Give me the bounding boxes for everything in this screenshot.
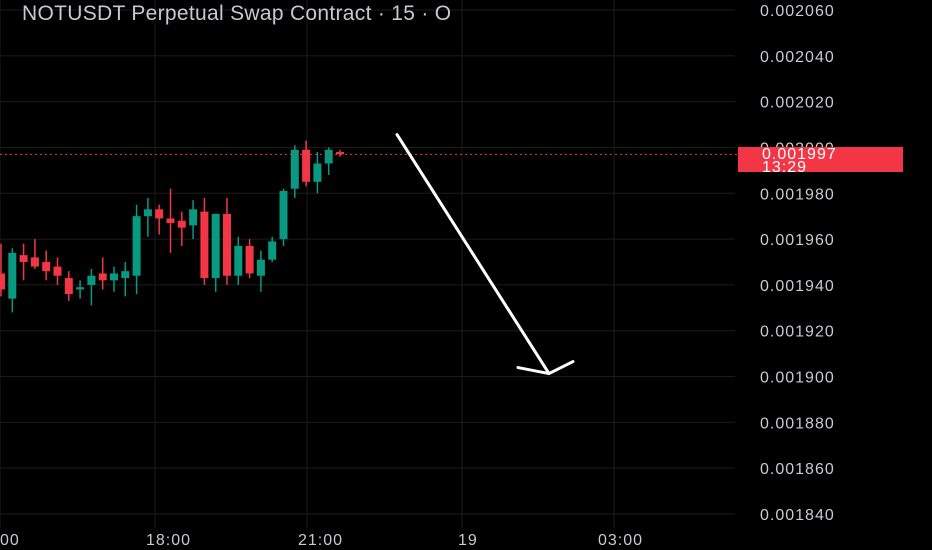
- candle: [155, 204, 164, 235]
- candle: [143, 197, 152, 237]
- last-price-value: 0.001997: [762, 146, 837, 163]
- candle: [336, 149, 344, 157]
- candle-body: [42, 262, 51, 272]
- candle-body: [268, 241, 277, 260]
- x-tick-label: 19: [458, 532, 478, 549]
- arrow-shaft: [395, 133, 551, 376]
- x-axis: 00 18:00 21:00 19 03:00: [0, 532, 643, 549]
- candle-body: [256, 259, 265, 276]
- y-tick-label: 0.001860: [760, 461, 835, 478]
- candle-body: [98, 273, 107, 281]
- candle: [245, 239, 254, 279]
- candle: [313, 152, 322, 194]
- candle: [76, 280, 85, 299]
- y-tick-label: 0.002060: [760, 3, 835, 20]
- candle: [223, 197, 231, 285]
- candle: [121, 262, 130, 297]
- arrow-head: [516, 360, 575, 376]
- candle: [0, 243, 5, 297]
- candle: [177, 211, 186, 246]
- candle: [110, 266, 118, 292]
- candle: [268, 236, 277, 262]
- candle-body: [234, 245, 243, 276]
- down-arrow-annotation: [395, 133, 575, 376]
- chart-title: NOTUSDT Perpetual Swap Contract · 15 · O: [22, 2, 452, 25]
- candle-body: [8, 252, 17, 299]
- candle-body: [211, 213, 220, 279]
- candle: [42, 250, 51, 281]
- candle-body: [0, 273, 5, 290]
- candle-body: [279, 190, 288, 240]
- y-tick-label: 0.002040: [760, 49, 835, 66]
- candle: [30, 239, 39, 269]
- bar-countdown: 13:29: [762, 159, 808, 176]
- candle-body: [302, 149, 311, 182]
- candle: [256, 250, 265, 292]
- candle-body: [53, 266, 62, 276]
- candle: [8, 248, 17, 313]
- candle: [302, 140, 311, 187]
- candle-body: [132, 216, 141, 276]
- candle-body: [324, 149, 333, 164]
- x-tick-label: 21:00: [298, 532, 343, 549]
- candle-body: [223, 213, 231, 276]
- x-tick-label: 00: [0, 532, 20, 549]
- y-tick-label: 0.001900: [760, 370, 835, 387]
- candle: [64, 271, 73, 301]
- candle-body: [177, 220, 186, 228]
- y-tick-label: 0.001880: [760, 415, 835, 432]
- y-tick-label: 0.001840: [760, 507, 835, 524]
- y-axis: 0.0020600.0020400.0020200.0020000.001980…: [760, 3, 835, 524]
- candle-body: [30, 257, 39, 267]
- candle: [200, 197, 209, 285]
- candle-body: [155, 209, 164, 219]
- candle-body: [189, 209, 198, 226]
- y-tick-label: 0.002020: [760, 95, 835, 112]
- candle: [234, 236, 243, 285]
- candle-body: [200, 211, 209, 279]
- candle: [324, 147, 333, 175]
- candle: [98, 257, 107, 290]
- candle: [211, 213, 220, 292]
- candle-body: [121, 271, 130, 279]
- y-tick-label: 0.001920: [760, 324, 835, 341]
- y-tick-label: 0.001940: [760, 278, 835, 295]
- candles: [0, 140, 344, 313]
- candle-body: [313, 163, 322, 182]
- candle-body: [19, 255, 28, 262]
- candle: [132, 204, 141, 295]
- candle: [189, 200, 198, 240]
- candle-body: [64, 278, 73, 295]
- candle-body: [245, 245, 254, 274]
- candle-body: [166, 218, 175, 224]
- candle-body: [143, 209, 152, 217]
- x-tick-label: 18:00: [146, 532, 191, 549]
- candle-body: [110, 273, 118, 281]
- candle: [279, 188, 288, 246]
- candle: [166, 188, 175, 253]
- candle: [290, 145, 299, 198]
- candle-body: [336, 152, 344, 155]
- x-tick-label: 03:00: [598, 532, 643, 549]
- candle: [53, 257, 62, 285]
- last-price-tag: 0.001997 13:29: [738, 146, 903, 176]
- candle-body: [76, 287, 85, 290]
- y-tick-label: 0.001980: [760, 186, 835, 203]
- grid: [0, 0, 735, 528]
- candle: [19, 243, 28, 281]
- y-tick-label: 0.001960: [760, 232, 835, 249]
- candle-body: [290, 149, 299, 189]
- candle: [87, 268, 96, 306]
- candle-body: [87, 275, 96, 285]
